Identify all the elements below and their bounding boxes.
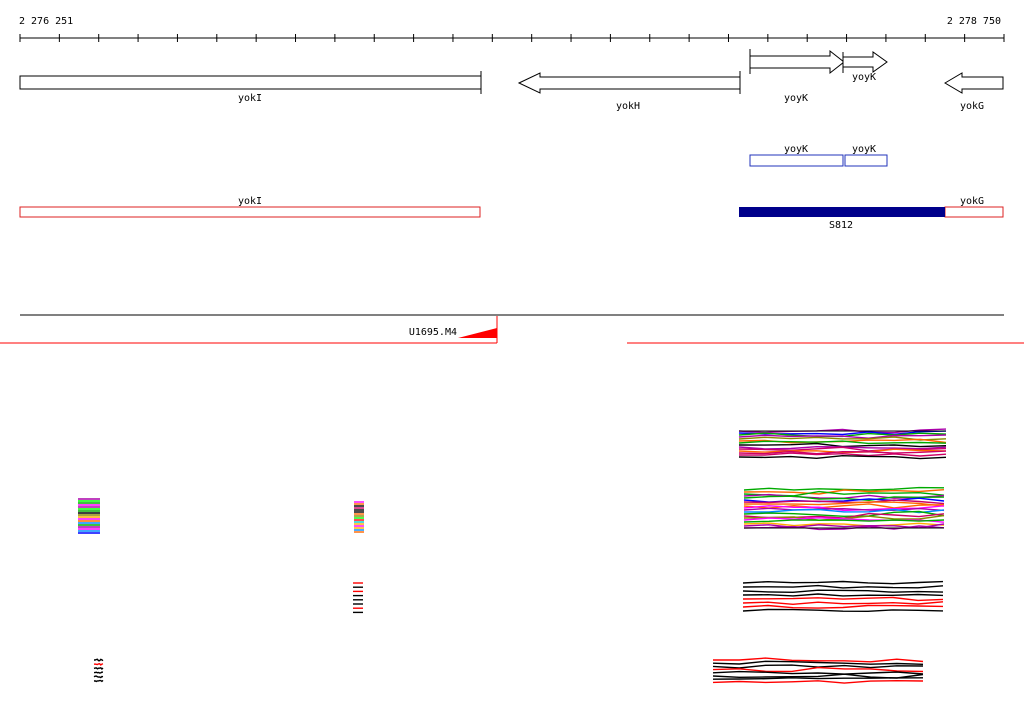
transcript-track: U1695.M4 [0,314,1024,344]
profile-line [738,452,947,457]
profile-cluster-right-2[interactable] [743,486,945,531]
profile-line [93,662,104,666]
annotation-track-red: yokI yokG S812 [19,196,1004,231]
profile-line [742,589,944,594]
profile-line [743,505,945,512]
ruler-end-label: 2 278 750 [947,16,1001,27]
profile-cluster-mid-2[interactable] [353,582,363,614]
gene-yoyK-small[interactable]: yoyK [842,51,888,83]
profile-line [712,660,924,665]
gene-yokG-label: yokG [960,101,984,112]
annotation-red-yokG-label: yokG [960,196,984,207]
profile-cluster-left-1[interactable] [78,498,100,534]
profile-cluster-right-4[interactable] [712,657,924,684]
profile-line [738,434,947,439]
profile-line [743,519,945,523]
profile-line [94,671,104,674]
profile-line [738,448,947,454]
profile-line [738,450,947,455]
profile-cluster-right-1[interactable] [738,428,947,460]
annotation-blue-right-box[interactable] [844,154,888,167]
profile-line [742,608,944,613]
annotation-red-yokI-box[interactable] [19,206,481,218]
transcript-ramp[interactable] [458,328,497,338]
gene-yoyK-main[interactable]: yoyK [749,49,845,104]
gene-track: yokI yokH yoyK yoyK yokG [19,49,1004,112]
profile-line [743,489,945,495]
profile-line [742,601,944,606]
profile-line [738,440,947,445]
gene-yokG[interactable]: yokG [944,72,1004,112]
profile-line [743,507,945,512]
gene-yoyK-small-arrow[interactable] [842,51,888,73]
profile-line [743,499,945,505]
profile-cluster-right-3[interactable] [742,580,944,613]
ruler-start-label: 2 276 251 [19,16,73,27]
profile-line [742,596,944,602]
ruler-ticks [19,34,1005,42]
gene-yokG-arrow[interactable] [944,72,1004,94]
profile-line [738,442,947,448]
profile-line [712,670,924,675]
profile-line [712,677,924,680]
profile-cluster-mid-1[interactable] [354,501,364,533]
profile-line [742,604,944,609]
profile-line [742,584,944,589]
gene-yokI[interactable]: yokI [19,71,482,104]
annotation-blue-right-label: yoyK [852,144,876,155]
gene-yokH-label: yokH [616,101,640,112]
transcript-label: U1695.M4 [409,327,457,338]
gene-yokH-arrow[interactable] [517,72,741,94]
profile-line [742,580,944,585]
profile-line [743,522,945,527]
profile-line [93,666,104,670]
gene-yokI-box[interactable] [19,75,482,90]
region-s812-bar[interactable] [739,207,945,217]
annotation-track-blue: yoyK yoyK [749,144,888,167]
profile-line [743,503,945,509]
profile-line [712,679,924,684]
profile-line [743,495,945,502]
profile-line [712,666,924,673]
profile-line [743,501,945,507]
gene-yokH[interactable]: yokH [517,71,741,112]
gene-yoyK-main-arrow[interactable] [749,49,845,75]
profile-line [94,658,104,662]
profile-cluster-left-2[interactable] [93,658,104,683]
gene-yoyK-main-label: yoyK [784,93,808,104]
profile-line [93,675,104,679]
annotation-blue-left-label: yoyK [784,144,808,155]
annotation-red-yokG-box[interactable] [944,206,1004,218]
gene-yoyK-small-label: yoyK [852,72,876,83]
profile-line [738,454,947,460]
profile-line [743,510,945,518]
expression-profiles [78,428,947,684]
profile-line [713,657,924,663]
annotation-red-yokI-label: yokI [238,196,262,207]
profile-line [93,679,104,683]
profile-line [742,593,944,597]
coordinate-ruler: 2 276 251 2 278 750 [19,16,1005,42]
annotation-blue-left-box[interactable] [749,154,844,167]
profile-line [743,525,945,531]
region-s812-label: S812 [829,220,853,231]
gene-yokI-label: yokI [238,93,262,104]
